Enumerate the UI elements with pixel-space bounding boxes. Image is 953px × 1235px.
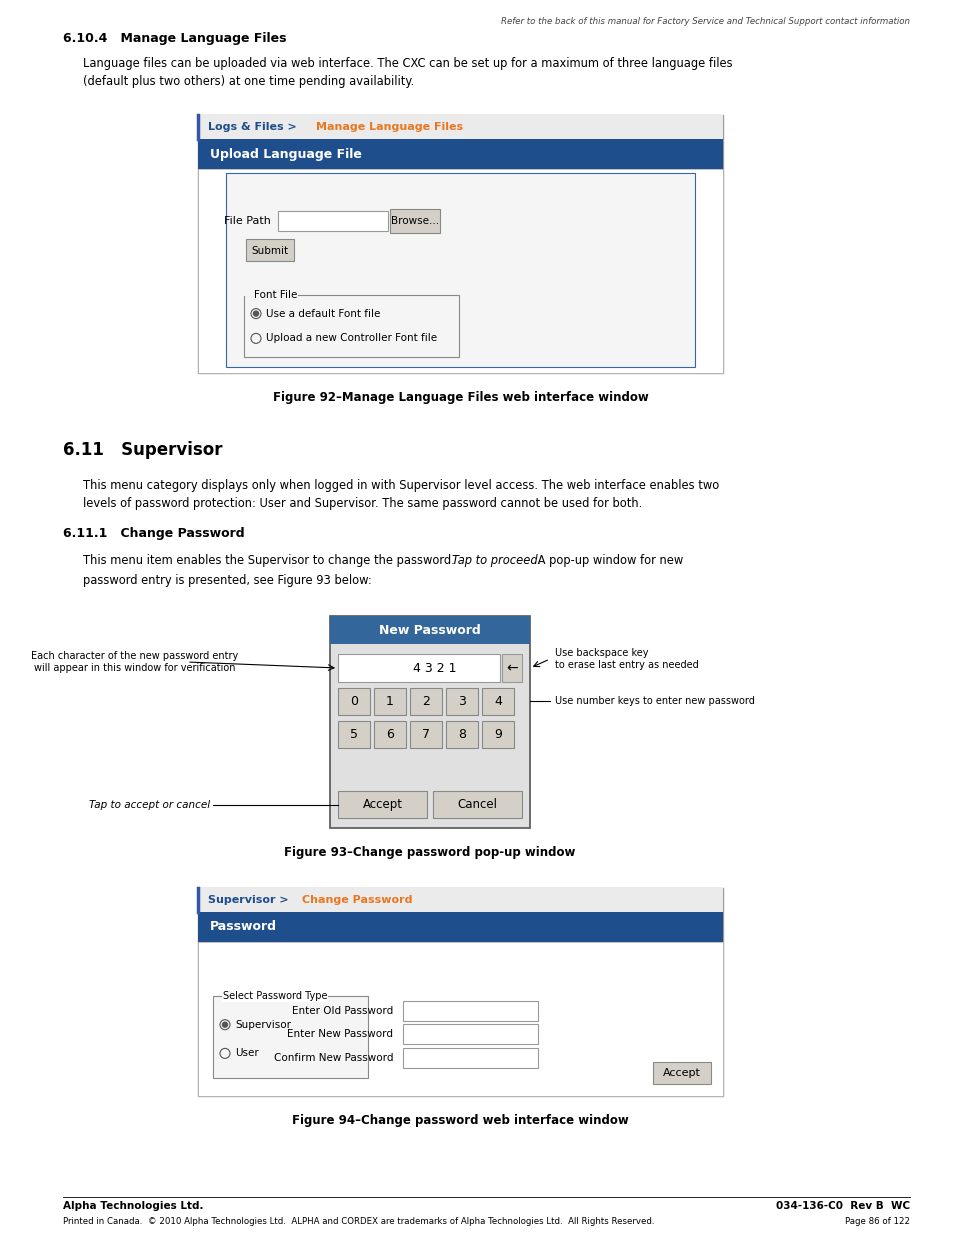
Text: Manage Language Files: Manage Language Files [315, 122, 462, 132]
Bar [244, 295, 458, 357]
Text: Supervisor: Supervisor [234, 1020, 291, 1030]
Text: Figure 92–Manage Language Files web interface window: Figure 92–Manage Language Files web inte… [273, 391, 648, 404]
Bar [337, 655, 499, 682]
Bar [402, 1000, 537, 1021]
Text: ←: ← [506, 661, 517, 676]
Text: 3: 3 [457, 695, 465, 708]
Text: Page 86 of 122: Page 86 of 122 [844, 1216, 909, 1226]
Bar [330, 616, 530, 827]
Bar [198, 140, 722, 169]
Bar [198, 911, 722, 942]
Bar [481, 688, 514, 715]
Text: 5: 5 [350, 727, 357, 741]
Text: Browse...: Browse... [391, 216, 438, 226]
Bar [446, 688, 477, 715]
Text: New Password: New Password [378, 624, 480, 636]
Text: 4 3 2 1: 4 3 2 1 [413, 662, 456, 674]
Text: 6.11   Supervisor: 6.11 Supervisor [63, 441, 222, 459]
Text: Submit: Submit [252, 246, 288, 256]
Text: 9: 9 [494, 727, 501, 741]
Bar [277, 211, 388, 231]
Text: Tap to proceed.: Tap to proceed. [452, 555, 540, 567]
Text: 1: 1 [386, 695, 394, 708]
Text: 6.10.4   Manage Language Files: 6.10.4 Manage Language Files [63, 32, 286, 44]
Bar [198, 888, 722, 1095]
Bar [402, 1047, 537, 1067]
Bar [410, 721, 441, 748]
Text: Each character of the new password entry
will appear in this window for verifica: Each character of the new password entry… [31, 651, 238, 673]
Text: Printed in Canada.  © 2010 Alpha Technologies Ltd.  ALPHA and CORDEX are tradema: Printed in Canada. © 2010 Alpha Technolo… [63, 1216, 654, 1226]
Bar [446, 721, 477, 748]
Bar [198, 888, 722, 911]
Bar [246, 240, 294, 261]
Bar [410, 688, 441, 715]
Text: Figure 93–Change password pop-up window: Figure 93–Change password pop-up window [284, 846, 575, 860]
Text: Supervisor >: Supervisor > [208, 895, 293, 905]
Text: 2: 2 [421, 695, 430, 708]
Text: Upload Language File: Upload Language File [210, 147, 361, 161]
Bar [330, 616, 530, 643]
Circle shape [222, 1023, 227, 1028]
Text: Logs & Files >: Logs & Files > [208, 122, 300, 132]
Text: 6: 6 [386, 727, 394, 741]
Text: 8: 8 [457, 727, 465, 741]
Text: Enter Old Password: Enter Old Password [292, 1005, 393, 1015]
Bar [198, 115, 722, 140]
Text: 7: 7 [421, 727, 430, 741]
Bar [501, 655, 521, 682]
Text: Refer to the back of this manual for Factory Service and Technical Support conta: Refer to the back of this manual for Fac… [500, 17, 909, 26]
Text: A pop-up window for new: A pop-up window for new [534, 555, 682, 567]
Bar [198, 169, 722, 373]
Text: 0: 0 [350, 695, 357, 708]
Text: Use a default Font file: Use a default Font file [266, 309, 380, 319]
Text: Alpha Technologies Ltd.: Alpha Technologies Ltd. [63, 1200, 203, 1212]
Bar [337, 790, 427, 818]
Bar [226, 173, 695, 367]
Text: This menu item enables the Supervisor to change the password.: This menu item enables the Supervisor to… [83, 555, 457, 567]
Text: This menu category displays only when logged in with Supervisor level access. Th: This menu category displays only when lo… [83, 479, 719, 510]
Text: Enter New Password: Enter New Password [287, 1029, 393, 1039]
Text: Language files can be uploaded via web interface. The CXC can be set up for a ma: Language files can be uploaded via web i… [83, 57, 732, 88]
Text: File Path: File Path [224, 216, 271, 226]
Text: Tap to accept or cancel: Tap to accept or cancel [89, 799, 210, 809]
Text: Use number keys to enter new password: Use number keys to enter new password [555, 697, 754, 706]
Bar [213, 995, 368, 1078]
Bar [652, 1062, 710, 1084]
Text: Cancel: Cancel [457, 798, 497, 811]
Circle shape [253, 311, 258, 316]
Bar [337, 721, 370, 748]
Bar [390, 209, 439, 233]
Text: Accept: Accept [662, 1068, 700, 1078]
Text: Font File: Font File [253, 290, 297, 300]
Text: Change Password: Change Password [301, 895, 412, 905]
Text: Figure 94–Change password web interface window: Figure 94–Change password web interface … [292, 1114, 628, 1128]
Text: 6.11.1   Change Password: 6.11.1 Change Password [63, 527, 244, 540]
Bar [402, 1024, 537, 1044]
Text: Confirm New Password: Confirm New Password [274, 1052, 393, 1062]
Text: password entry is presented, see Figure 93 below:: password entry is presented, see Figure … [83, 574, 372, 587]
Bar [337, 688, 370, 715]
Text: 034-136-C0  Rev B  WC: 034-136-C0 Rev B WC [775, 1200, 909, 1212]
Bar [198, 115, 722, 373]
Bar [198, 942, 722, 1095]
Bar [374, 721, 406, 748]
Bar [374, 688, 406, 715]
Text: 4: 4 [494, 695, 501, 708]
Text: Password: Password [210, 920, 276, 934]
Bar [433, 790, 521, 818]
Text: Upload a new Controller Font file: Upload a new Controller Font file [266, 333, 436, 343]
Text: Accept: Accept [362, 798, 402, 811]
Bar [481, 721, 514, 748]
Text: User: User [234, 1049, 258, 1058]
Text: Select Password Type: Select Password Type [223, 990, 327, 1002]
Text: Use backspace key
to erase last entry as needed: Use backspace key to erase last entry as… [555, 648, 698, 671]
